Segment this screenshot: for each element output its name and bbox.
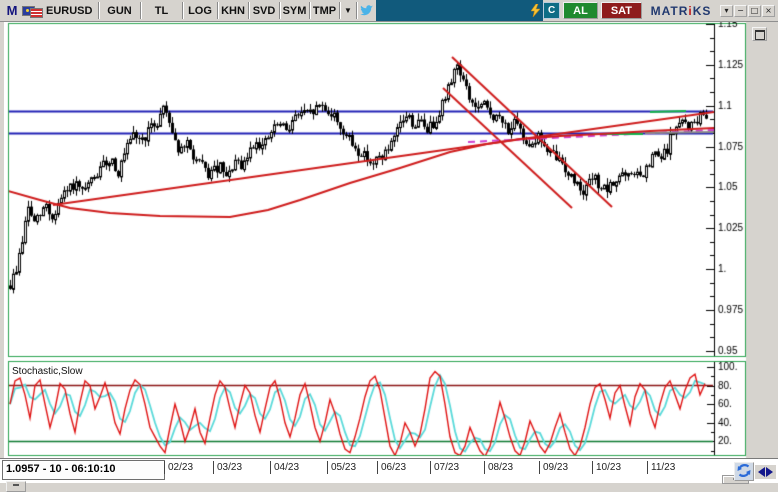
scroll-right-icon (766, 467, 773, 477)
price-chart-canvas[interactable] (4, 22, 748, 458)
month-label: 05/23 (327, 461, 356, 474)
scroll-arrows-button[interactable] (755, 465, 776, 479)
maximize-button[interactable]: □ (748, 4, 761, 17)
scroll-left-icon (758, 467, 765, 477)
month-label: 08/23 (484, 461, 513, 474)
minimize-button[interactable]: − (734, 4, 747, 17)
twitter-icon (359, 5, 373, 16)
month-label: 10/23 (592, 461, 621, 474)
realtime-indicator (527, 0, 544, 21)
sym-button[interactable]: SYM (279, 2, 309, 19)
quote-box: 1.0957 - 10 - 06:10:10 (2, 460, 165, 480)
log-scale-button[interactable]: LOG (182, 2, 217, 19)
titlebar-strip (376, 0, 528, 21)
svd-button[interactable]: SVD (248, 2, 279, 19)
lightning-icon (530, 4, 540, 17)
month-label: 07/23 (430, 461, 459, 474)
refresh-button[interactable] (734, 462, 754, 481)
month-label: 03/23 (213, 461, 242, 474)
month-label: 02/23 (164, 461, 193, 474)
month-label: 09/23 (539, 461, 568, 474)
status-bar: 1.0957 - 10 - 06:10:10 02/23 03/23 04/23 05… (0, 458, 778, 484)
dropdown-arrow-button[interactable]: ▼ (339, 2, 356, 19)
toolbar: M EURUSD GUN TL LOG KHN SVD SYM TMP ▼ C … (0, 0, 778, 22)
buy-button[interactable]: AL (563, 2, 598, 19)
connection-badge[interactable]: C (543, 2, 561, 19)
period-button-gun[interactable]: GUN (98, 2, 140, 19)
currency-button-tl[interactable]: TL (140, 2, 182, 19)
close-button[interactable]: × (762, 4, 775, 17)
tmp-button[interactable]: TMP (309, 2, 339, 19)
window-menu-button[interactable]: ▾ (720, 4, 733, 17)
chart-window-restore-button[interactable] (752, 27, 767, 41)
matriks-logo: MATRiKS (650, 3, 712, 18)
app-menu-button[interactable]: M (6, 3, 18, 18)
khn-button[interactable]: KHN (217, 2, 248, 19)
refresh-swirl-icon (737, 464, 751, 477)
currency-pair-flags-icon (22, 5, 44, 18)
symbol-label[interactable]: EURUSD (46, 4, 93, 17)
sell-button[interactable]: SAT (600, 2, 642, 19)
month-label: 06/23 (377, 461, 406, 474)
twitter-share-button[interactable] (356, 2, 376, 19)
stochastic-label: Stochastic,Slow (12, 366, 83, 377)
window-controls: ▾ − □ × (720, 4, 775, 17)
usd-flag-icon (30, 7, 43, 18)
restore-icon (754, 30, 765, 40)
month-label: 11/23 (647, 461, 675, 474)
month-label: 04/23 (270, 461, 299, 474)
scrollbar-left-stub[interactable] (6, 481, 26, 492)
